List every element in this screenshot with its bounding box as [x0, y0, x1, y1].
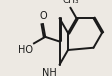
Text: O: O: [39, 11, 47, 21]
Text: CH₃: CH₃: [62, 0, 79, 5]
Text: HO: HO: [18, 45, 33, 55]
Text: NH: NH: [42, 68, 56, 76]
